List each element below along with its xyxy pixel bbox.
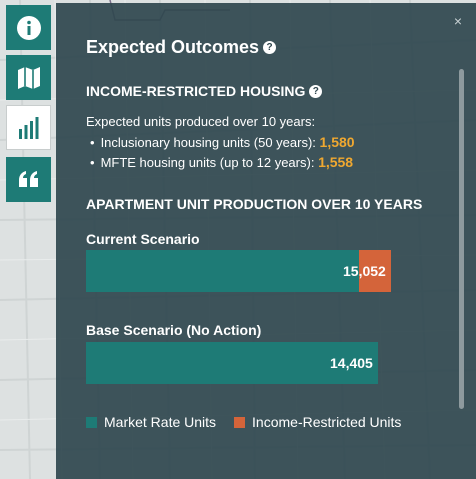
panel-title: Expected Outcomes xyxy=(86,37,260,57)
base-market-rate-segment xyxy=(86,342,378,384)
legend-item-market-rate: Market Rate Units xyxy=(86,414,216,430)
chart-button[interactable] xyxy=(6,105,51,150)
list-item: • Inclusionary housing units (50 years): … xyxy=(90,134,355,150)
production-heading: APARTMENT UNIT PRODUCTION OVER 10 YEARS xyxy=(86,196,423,212)
chart-legend: Market Rate Units Income-Restricted Unit… xyxy=(86,414,419,430)
bullet: • xyxy=(90,135,95,150)
current-total-label: 15,052 xyxy=(343,263,386,279)
info-button[interactable] xyxy=(6,5,51,50)
panel-scrollbar[interactable] xyxy=(459,69,464,409)
current-scenario-label: Current Scenario xyxy=(86,231,200,247)
quote-button[interactable] xyxy=(6,157,51,202)
mfte-value: 1,558 xyxy=(318,154,354,170)
legend-swatch xyxy=(86,416,97,428)
inclusionary-value: 1,580 xyxy=(319,134,355,150)
current-market-rate-segment xyxy=(86,250,359,292)
legend-label: Market Rate Units xyxy=(104,414,217,430)
income-restricted-heading: INCOME-RESTRICTED HOUSING xyxy=(86,83,306,99)
bullet: • xyxy=(90,155,95,170)
expected-outcomes-panel: × Expected Outcomes? INCOME-RESTRICTED H… xyxy=(56,3,476,479)
current-income-restricted-segment xyxy=(359,250,391,292)
income-help-icon[interactable]: ? xyxy=(309,84,323,98)
quote-icon xyxy=(18,170,38,187)
income-intro: Expected units produced over 10 years: xyxy=(86,114,316,129)
base-scenario-label: Base Scenario (No Action) xyxy=(86,322,262,338)
inclusionary-label: Inclusionary housing units (50 years): xyxy=(100,135,316,150)
base-total-label: 14,405 xyxy=(330,355,373,371)
panel-title-row: Expected Outcomes? xyxy=(86,37,277,58)
list-item: • MFTE housing units (up to 12 years): 1,… xyxy=(90,154,353,170)
legend-swatch xyxy=(234,416,246,428)
title-help-icon[interactable]: ? xyxy=(263,40,277,54)
mfte-label: MFTE housing units (up to 12 years): xyxy=(100,155,315,170)
bar-chart-icon xyxy=(18,116,38,139)
map-icon xyxy=(17,66,40,89)
map-layers-button[interactable] xyxy=(6,55,51,100)
legend-label: Income-Restricted Units xyxy=(252,414,402,430)
close-button[interactable]: × xyxy=(453,13,463,29)
legend-item-income-restricted: Income-Restricted Units xyxy=(234,414,401,430)
info-icon xyxy=(16,15,41,40)
income-restricted-heading-row: INCOME-RESTRICTED HOUSING? xyxy=(86,83,323,99)
